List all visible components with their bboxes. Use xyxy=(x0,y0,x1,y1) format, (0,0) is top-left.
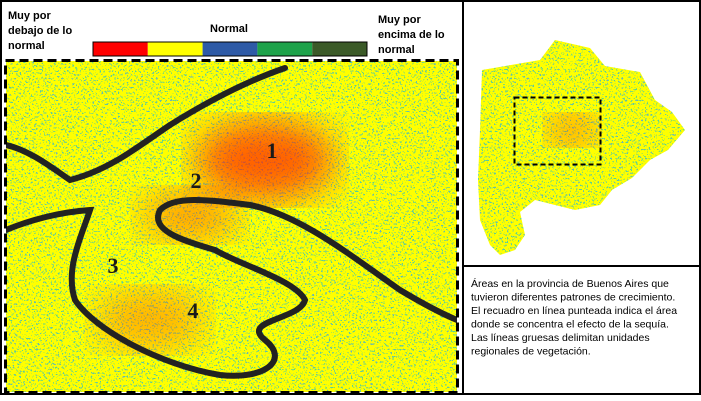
caption-line: donde se concentra el efecto de la sequí… xyxy=(471,319,669,331)
focus-box xyxy=(513,96,602,166)
caption-line: regionales de vegetación. xyxy=(471,346,591,358)
drought-area xyxy=(195,120,335,200)
legend-swatch xyxy=(202,42,258,56)
legend: Muy por debajo de lo normal Normal Muy p… xyxy=(8,10,445,57)
caption-line: Áreas en la provincia de Buenos Aires qu… xyxy=(471,277,669,290)
legend-high-label: normal xyxy=(378,44,415,56)
legend-swatch xyxy=(147,42,203,56)
legend-mid-label: Normal xyxy=(210,23,248,35)
region-label: 2 xyxy=(191,168,202,193)
legend-high-label: Muy por xyxy=(378,14,421,26)
region-boundaries xyxy=(6,65,457,379)
region-label: 4 xyxy=(188,298,199,323)
legend-low-label: debajo de lo xyxy=(8,25,72,37)
region-label: 1 xyxy=(267,138,278,163)
legend-low-label: Muy por xyxy=(8,10,51,22)
legend-bar-border xyxy=(92,41,368,57)
legend-swatch xyxy=(312,42,367,56)
caption-line: El recuadro en línea punteada indica el … xyxy=(471,305,677,317)
main-map xyxy=(6,61,457,392)
legend-swatch xyxy=(93,42,148,56)
map-dashed-border xyxy=(4,59,459,394)
legend-swatch xyxy=(257,42,313,56)
caption-line: tuvieron diferentes patrones de crecimie… xyxy=(471,292,675,304)
region-label: 3 xyxy=(108,253,119,278)
legend-high-label: encima de lo xyxy=(378,29,445,41)
drought-area xyxy=(547,115,597,145)
legend-low-label: normal xyxy=(8,40,45,52)
caption-line: Las líneas gruesas delimitan unidades xyxy=(471,332,650,344)
drought-area xyxy=(95,290,205,350)
